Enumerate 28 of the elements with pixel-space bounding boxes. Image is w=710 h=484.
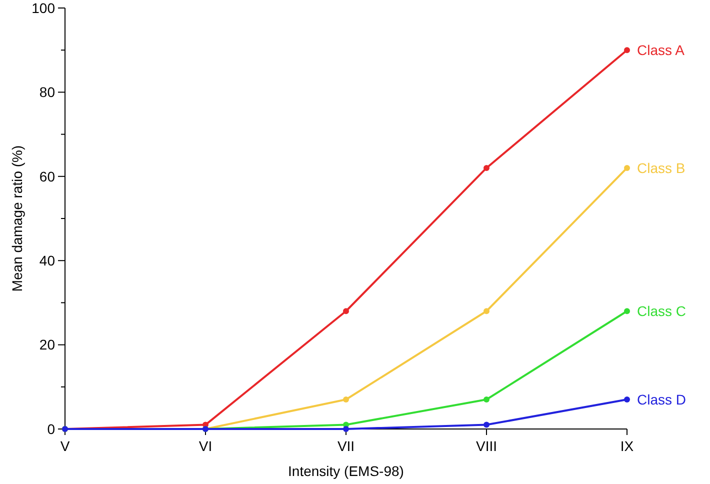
y-tick-label: 60 bbox=[39, 168, 56, 184]
point bbox=[624, 47, 630, 54]
point bbox=[484, 396, 490, 403]
point bbox=[624, 396, 630, 403]
x-tick-label: IX bbox=[620, 438, 634, 454]
x-tick-label: VII bbox=[337, 438, 355, 454]
point bbox=[484, 308, 490, 314]
series-label: Class A bbox=[637, 42, 686, 58]
y-tick-label: 0 bbox=[47, 420, 56, 437]
point bbox=[484, 164, 490, 171]
x-axis-title: Intensity (EMS-98) bbox=[288, 463, 404, 479]
x-tick-label: VIII bbox=[476, 438, 498, 454]
point bbox=[343, 426, 349, 432]
point bbox=[343, 396, 349, 403]
y-tick-label: 100 bbox=[32, 0, 56, 16]
x-tick-label: VI bbox=[198, 438, 212, 454]
point bbox=[624, 308, 630, 314]
series-label: Class B bbox=[637, 160, 686, 176]
x-tick-label: V bbox=[60, 438, 70, 454]
y-tick-label: 80 bbox=[39, 84, 56, 100]
y-tick-label: 40 bbox=[39, 252, 56, 268]
y-tick-label: 20 bbox=[39, 336, 56, 353]
series-label: Class C bbox=[637, 303, 686, 320]
point bbox=[624, 164, 630, 171]
point bbox=[343, 308, 349, 314]
y-axis-title: Mean damage ratio (%) bbox=[9, 145, 25, 292]
point bbox=[484, 422, 490, 428]
series-label: Class D bbox=[637, 392, 686, 408]
